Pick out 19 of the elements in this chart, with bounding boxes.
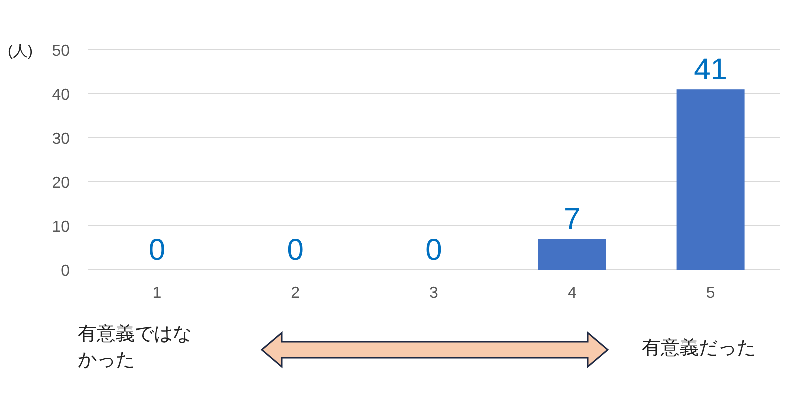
text: 有意義ではなかった bbox=[78, 323, 193, 373]
data-label: 0 bbox=[148, 234, 166, 267]
y-tick-label: 0 bbox=[61, 263, 70, 280]
x-tick-label: 2 bbox=[291, 285, 300, 302]
x-tick-label: 4 bbox=[568, 285, 577, 302]
x-tick-label: 5 bbox=[706, 285, 716, 302]
y-tick-label: 20 bbox=[52, 175, 70, 192]
y-tick-label: 50 bbox=[52, 43, 70, 60]
y-tick-label: 10 bbox=[52, 219, 70, 236]
data-label: 0 bbox=[287, 234, 304, 267]
data-label: 41 bbox=[694, 54, 728, 87]
data-label: 7 bbox=[564, 203, 581, 236]
text: 有意義だった bbox=[642, 337, 757, 361]
data-label: 0 bbox=[426, 234, 442, 267]
y-tick-label: 30 bbox=[52, 131, 70, 148]
y-axis-title: (人) bbox=[8, 43, 33, 60]
x-tick-label: 3 bbox=[430, 285, 439, 302]
x-tick-label: 1 bbox=[152, 285, 162, 302]
y-tick-label: 40 bbox=[52, 87, 70, 104]
